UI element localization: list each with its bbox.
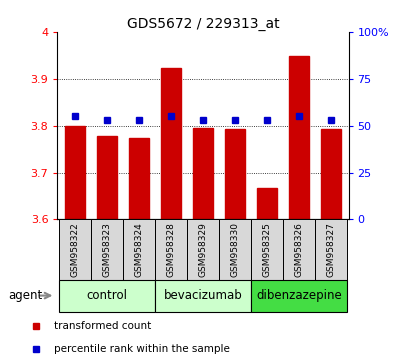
Text: GSM958328: GSM958328: [166, 222, 175, 277]
Bar: [314, 219, 346, 280]
Bar: [155, 219, 187, 280]
Bar: [65, 126, 84, 219]
Bar: [218, 219, 250, 280]
Bar: [187, 219, 218, 280]
Bar: [97, 136, 116, 219]
Bar: [91, 219, 123, 280]
Bar: [193, 128, 212, 219]
Bar: [250, 280, 346, 312]
Bar: [161, 68, 180, 219]
Bar: [59, 219, 91, 280]
Bar: [250, 219, 282, 280]
Text: bevacizumab: bevacizumab: [163, 289, 242, 302]
Text: GSM958329: GSM958329: [198, 222, 207, 277]
Text: GSM958323: GSM958323: [102, 222, 111, 277]
Bar: [225, 129, 244, 219]
Bar: [59, 280, 155, 312]
Bar: [155, 280, 250, 312]
Title: GDS5672 / 229313_at: GDS5672 / 229313_at: [126, 17, 279, 31]
Bar: [257, 188, 276, 219]
Bar: [129, 138, 148, 219]
Text: dibenzazepine: dibenzazepine: [255, 289, 341, 302]
Text: GSM958325: GSM958325: [262, 222, 271, 277]
Text: control: control: [86, 289, 127, 302]
Text: transformed count: transformed count: [54, 321, 151, 331]
Text: GSM958322: GSM958322: [70, 222, 79, 277]
Text: percentile rank within the sample: percentile rank within the sample: [54, 344, 230, 354]
Text: GSM958324: GSM958324: [134, 222, 143, 277]
Bar: [123, 219, 155, 280]
Bar: [289, 56, 308, 219]
Text: GSM958326: GSM958326: [294, 222, 303, 277]
Bar: [282, 219, 314, 280]
Text: GSM958327: GSM958327: [326, 222, 335, 277]
Text: agent: agent: [8, 289, 43, 302]
Bar: [321, 129, 339, 219]
Text: GSM958330: GSM958330: [230, 222, 239, 277]
